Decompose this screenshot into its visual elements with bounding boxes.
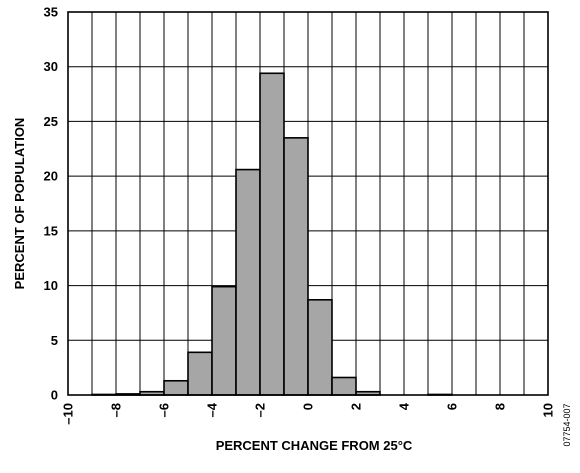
x-axis-label: PERCENT CHANGE FROM 25°C	[216, 438, 413, 453]
histogram-bar	[283, 137, 309, 396]
y-tick-label: 5	[51, 333, 58, 348]
y-tick-label: 30	[44, 59, 58, 74]
y-tick-label: 0	[51, 388, 58, 403]
histogram-bar	[235, 168, 261, 396]
plot-border	[67, 11, 549, 396]
histogram-bar	[331, 376, 357, 396]
x-tick-label: 2	[349, 403, 364, 410]
x-tick-label: –2	[253, 403, 268, 417]
x-tick-label: –10	[61, 403, 76, 425]
x-tick-label: 8	[493, 403, 508, 410]
figure-id: 07754-007	[562, 403, 572, 446]
x-tick-label: –6	[157, 403, 172, 417]
x-tick-label: 10	[541, 403, 556, 417]
y-tick-labels: 0 5 10 15 20 25 30 35	[44, 5, 58, 403]
histogram-bar	[307, 298, 333, 396]
histogram-bar	[211, 285, 237, 396]
y-tick-label: 25	[44, 114, 58, 129]
histogram-bar	[259, 72, 285, 396]
x-tick-labels: –10 –8 –6 –4 –2 0 2 4 6 8 10	[61, 402, 556, 424]
x-tick-label: 6	[445, 403, 460, 410]
x-tick-label: 0	[301, 403, 316, 410]
histogram-bars	[91, 72, 453, 396]
x-tick-label: –4	[205, 402, 220, 417]
x-tick-label: –8	[109, 403, 124, 417]
y-tick-label: 10	[44, 278, 58, 293]
histogram-bar	[187, 351, 213, 396]
x-tick-label: 4	[397, 402, 412, 410]
histogram-bar	[163, 379, 189, 396]
y-axis-label: PERCENT OF POPULATION	[12, 118, 27, 290]
y-tick-label: 20	[44, 169, 58, 184]
grid-lines	[68, 12, 548, 395]
y-tick-label: 35	[44, 5, 58, 20]
y-tick-label: 15	[44, 223, 58, 238]
